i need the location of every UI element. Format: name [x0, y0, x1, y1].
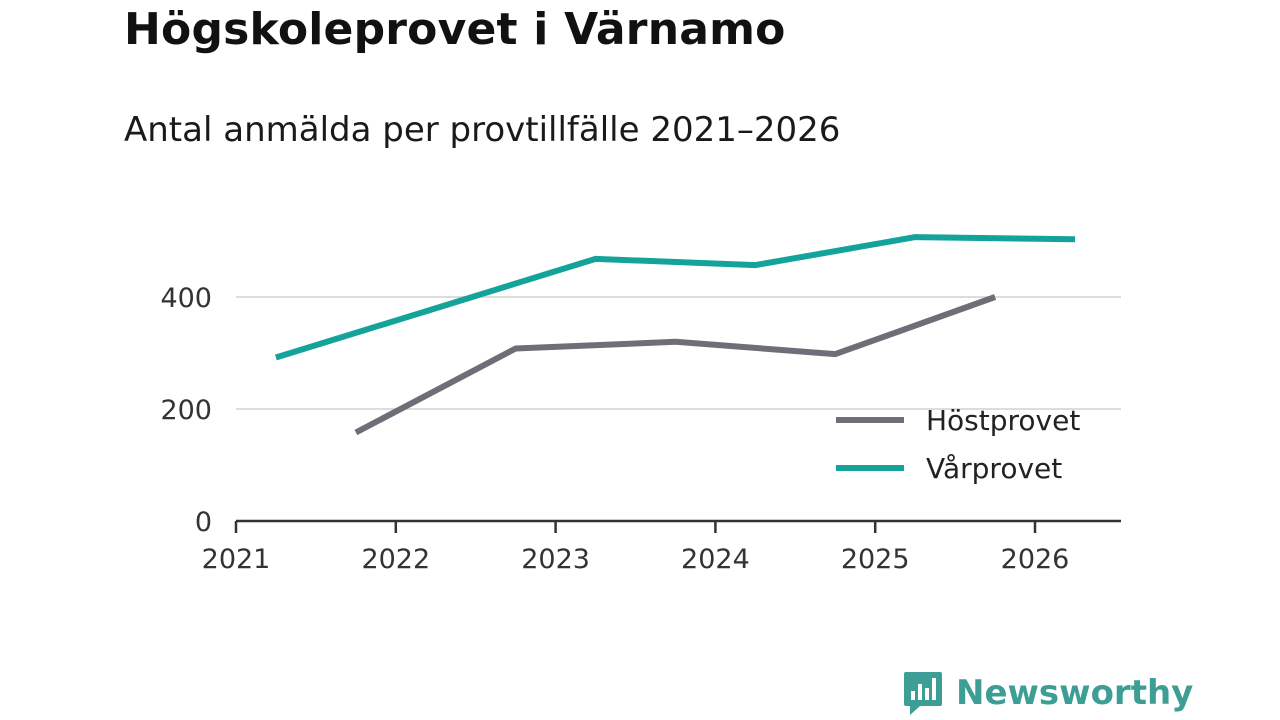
chart-subtitle: Antal anmälda per provtillfälle 2021–202…: [124, 110, 841, 150]
legend-label-h-stprovet: Höstprovet: [926, 404, 1080, 437]
brand-name: Newsworthy: [956, 673, 1194, 713]
x-tick-label-2024: 2024: [681, 544, 750, 575]
legend: Höstprovet Vårprovet: [836, 404, 1080, 485]
y-tick-label-400: 400: [160, 283, 212, 314]
x-axis-labels: 2021 2022 2023 2024 2025 2026: [202, 544, 1070, 575]
chart-title: Högskoleprovet i Värnamo: [124, 4, 786, 55]
gridlines: [236, 296, 1121, 410]
x-tick-label-2021: 2021: [202, 544, 271, 575]
legend-label-v-rprovet: Vårprovet: [926, 452, 1062, 485]
series-line-v-rprovet: [275, 234, 1076, 361]
series-lines: [275, 234, 1076, 436]
x-tick-label-2022: 2022: [361, 544, 430, 575]
series-line-h-stprovet: [354, 294, 997, 436]
newsworthy-logo-icon: [904, 672, 942, 715]
x-tick-label-2026: 2026: [1001, 544, 1070, 575]
y-tick-label-0: 0: [195, 507, 212, 538]
x-tick-label-2023: 2023: [521, 544, 590, 575]
y-tick-label-200: 200: [160, 395, 212, 426]
x-tick-label-2025: 2025: [841, 544, 910, 575]
x-axis: [234, 519, 1121, 533]
brand-logo: Newsworthy: [902, 670, 1193, 716]
y-axis-labels: 0 200 400: [160, 283, 212, 538]
